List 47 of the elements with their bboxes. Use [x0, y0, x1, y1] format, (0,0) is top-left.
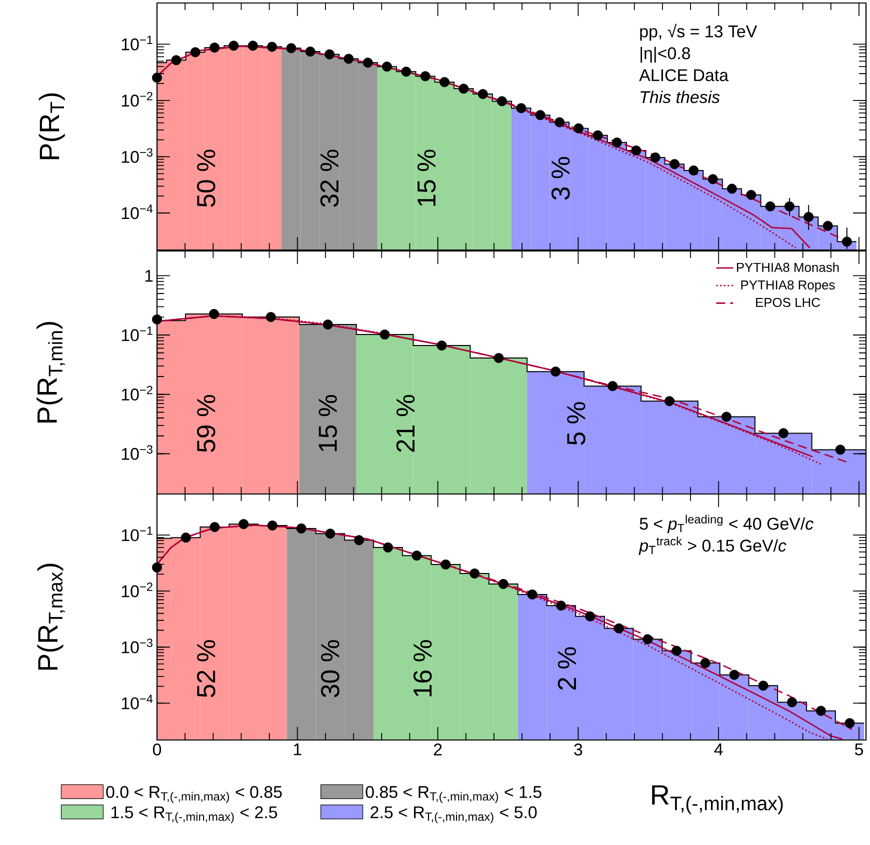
annotation: This thesis: [640, 90, 720, 104]
legend-label: 0.85 < R$_{T,(-,min,max)}$ < 1.5: [366, 786, 542, 803]
x-tick-label: 3: [574, 744, 582, 756]
y-tick-label: 10$^{−4}$: [122, 204, 153, 220]
x-tick-label: 4: [714, 744, 723, 756]
annotation: 32 %: [320, 150, 339, 207]
annotation: 16 %: [413, 640, 432, 696]
y-tick-label: 10$^{−3}$: [122, 638, 152, 654]
y-axis-title: P(R$_{T}$): [38, 93, 65, 160]
legend-label: 2.5 < R$_{T,(-,min,max)}$ < 5.0: [370, 806, 537, 824]
y-tick-label: 10$^{−3}$: [122, 148, 152, 163]
legend-label: 0.0 < R$_{T,(-,min,max)}$ < 0.85: [106, 786, 282, 803]
y-axis-title: P(R$_{T,max}$): [37, 564, 65, 670]
annotation: pp, √s = 13 TeV: [640, 24, 758, 41]
legend-label: PYTHIA8 Ropes: [741, 280, 835, 292]
annotation: 3 %: [551, 157, 570, 200]
legend-label: PYTHIA8 Monash: [736, 262, 839, 272]
annotation: |η|<0.8: [640, 46, 690, 63]
x-tick-label: 5: [854, 744, 863, 756]
annotation: 59 %: [196, 394, 216, 452]
x-tick-label: 2: [434, 744, 442, 756]
y-tick-label: 1: [145, 270, 153, 282]
y-tick-label: 10$^{−3}$: [122, 445, 152, 460]
y-tick-label: 10$^{−1}$: [122, 326, 152, 342]
annotation: 5 < p$_{T}$$^{leading}$ < 40 GeV/c: [640, 514, 814, 534]
annotation: 52 %: [196, 640, 216, 698]
annotation: 30 %: [321, 640, 340, 698]
x-tick-label: 0: [152, 744, 162, 756]
annotation: ALICE Data: [639, 69, 729, 82]
annotation: 15 %: [318, 394, 337, 452]
y-axis-title: P(R$_{T,min}$): [36, 322, 65, 422]
annotation: p$_{T}$$^{track}$ > 0.15 GeV/c: [638, 536, 786, 556]
y-tick-label: 10$^{−1}$: [122, 36, 152, 50]
legend-label: EPOS LHC: [756, 298, 820, 308]
x-tick-label: 1: [294, 744, 302, 756]
y-tick-label: 10$^{−2}$: [122, 582, 152, 598]
y-tick-label: 10$^{−4}$: [122, 694, 153, 710]
legend-label: 1.5 < R$_{T,(-,min,max)}$ < 2.5: [112, 806, 278, 824]
annotation: 21 %: [396, 394, 415, 452]
annotation: 5 %: [567, 402, 586, 445]
annotation: 2 %: [558, 647, 576, 690]
y-tick-label: 10$^{−2}$: [122, 92, 152, 107]
annotation: 15 %: [417, 150, 436, 206]
x-axis-title: R$_{T,(-,min,max)}$: [652, 785, 783, 814]
y-tick-label: 10$^{−1}$: [122, 526, 152, 542]
y-tick-label: 10$^{−2}$: [122, 386, 152, 401]
annotation: 50 %: [196, 150, 216, 207]
